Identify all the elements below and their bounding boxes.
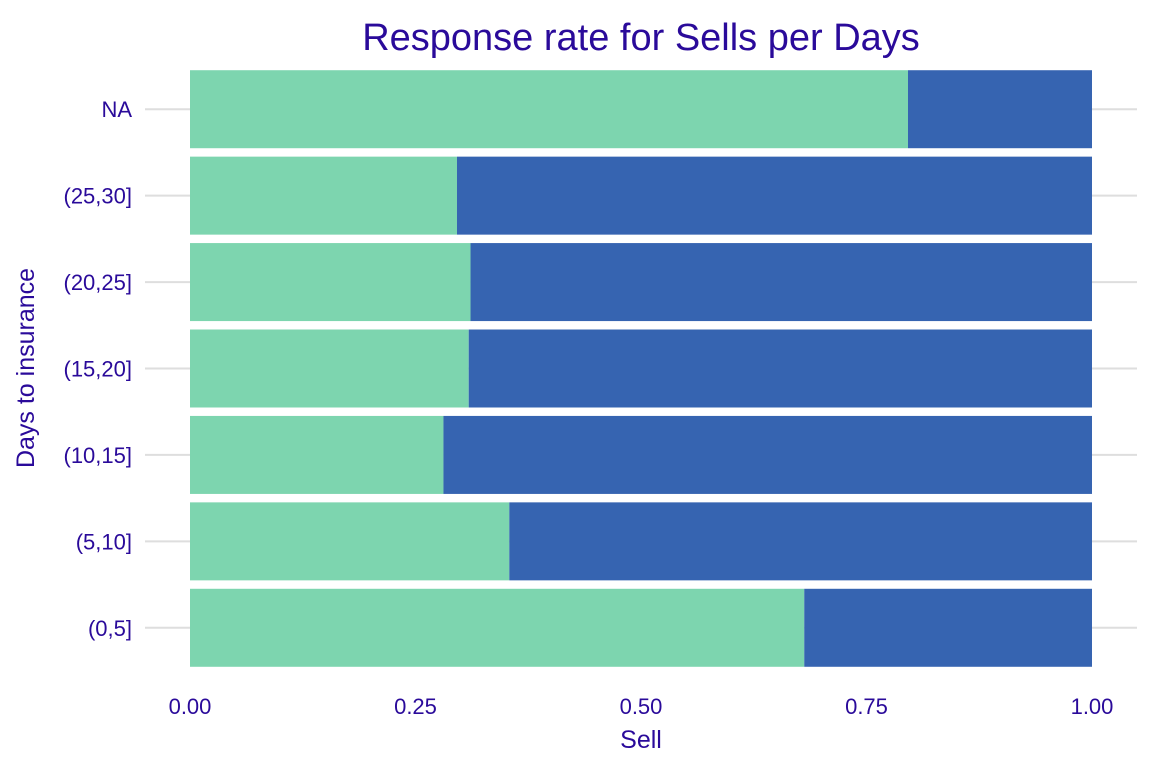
x-axis-title: Sell (620, 726, 662, 754)
y-tick-label-0-5: (0,5] (88, 616, 132, 641)
x-tick-label-0: 0.00 (169, 694, 212, 719)
bars-layer (190, 70, 1093, 667)
y-tick-label-10-15: (10,15] (64, 443, 133, 468)
bar-segment-10-15-series-1 (190, 415, 444, 494)
bar-segment-5-10-series-2 (509, 502, 1093, 581)
bar-segment-5-10-series-1 (190, 502, 510, 581)
bar-segment-20-25-series-1 (190, 243, 471, 322)
bar-segment-10-15-series-2 (443, 415, 1092, 494)
bar-segment-na-series-2 (907, 70, 1092, 149)
x-tick-label-2: 0.50 (620, 694, 663, 719)
x-tick-label-4: 1.00 (1071, 694, 1114, 719)
bar-segment-25-30-series-1 (190, 156, 457, 235)
bar-segment-25-30-series-2 (456, 156, 1092, 235)
x-tick-label-1: 0.25 (394, 694, 437, 719)
chart-title: Response rate for Sells per Days (362, 17, 920, 59)
bar-segment-20-25-series-2 (470, 243, 1093, 322)
y-tick-label-15-20: (15,20] (64, 357, 133, 382)
y-tick-label-20-25: (20,25] (64, 270, 133, 295)
bar-segment-0-5-series-1 (190, 588, 805, 667)
y-tick-label-5-10: (5,10] (76, 529, 132, 554)
bar-segment-15-20-series-1 (190, 329, 469, 408)
x-tick-label-3: 0.75 (845, 694, 888, 719)
y-tick-label-na: NA (101, 97, 132, 122)
bar-segment-15-20-series-2 (468, 329, 1092, 408)
x-axis-tick-labels: 0.00 0.25 0.50 0.75 1.00 (169, 694, 1114, 719)
y-axis-title: Days to insurance (12, 268, 40, 468)
y-axis-tick-labels: NA (25,30] (20,25] (15,20] (10,15] (5,10] (0,5… (64, 97, 133, 641)
bar-segment-0-5-series-2 (804, 588, 1092, 667)
y-tick-label-25-30: (25,30] (64, 184, 133, 209)
bar-segment-na-series-1 (190, 70, 908, 149)
